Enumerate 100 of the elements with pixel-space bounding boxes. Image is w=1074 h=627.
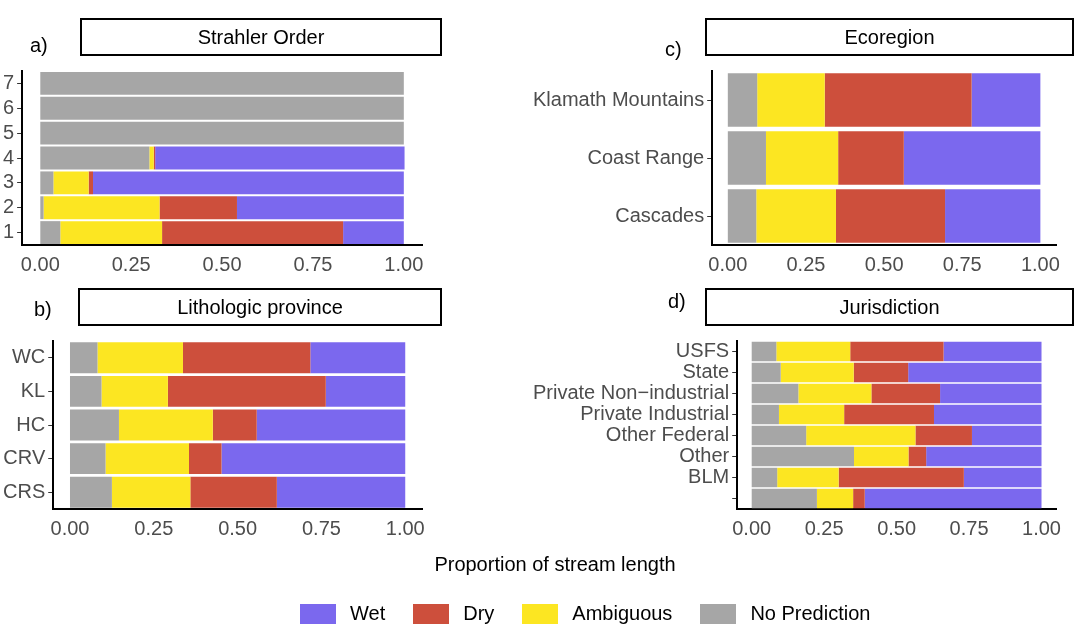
y-tick-label: 5	[3, 120, 15, 143]
bar	[727, 73, 758, 127]
bar	[190, 476, 277, 508]
bar	[221, 443, 406, 475]
text: b)	[34, 298, 52, 321]
bar	[757, 73, 825, 127]
bar	[276, 476, 406, 508]
bar	[118, 409, 213, 441]
y-tick-label: State	[682, 360, 730, 383]
x-tick-label: 0.00	[20, 252, 60, 275]
bar	[926, 446, 1042, 467]
bar	[325, 375, 406, 407]
y-tick-label: USFS	[675, 339, 730, 362]
bar	[751, 362, 781, 383]
x-tick-label: 0.00	[732, 516, 772, 539]
y-tick-label: 1	[3, 220, 15, 243]
bar	[838, 467, 964, 488]
bar	[93, 171, 404, 195]
bar	[945, 189, 1041, 243]
y-tick-label: KL	[20, 378, 46, 401]
bar	[816, 488, 854, 509]
bar	[189, 443, 222, 475]
bar	[850, 341, 944, 362]
bar	[751, 467, 778, 488]
bar	[940, 383, 1042, 404]
bar	[871, 383, 941, 404]
bar	[776, 341, 851, 362]
bar	[40, 71, 404, 95]
y-tick-label: WC	[11, 345, 46, 368]
bar	[69, 443, 106, 475]
x-tick-label: 0.50	[877, 516, 917, 539]
bar	[167, 375, 326, 407]
x-axis-title: Proportion of stream length	[433, 553, 677, 576]
bar	[53, 171, 89, 195]
bar	[908, 362, 1042, 383]
bar	[933, 404, 1042, 425]
x-tick-label: 0.75	[293, 252, 333, 275]
bar	[835, 189, 946, 243]
bar	[963, 467, 1042, 488]
x-tick-label: 0.50	[202, 252, 242, 275]
x-tick-label: 0.75	[949, 516, 989, 539]
bar	[182, 342, 311, 374]
chart-title: Strahler Order	[80, 18, 442, 56]
bar	[40, 121, 404, 145]
bar	[40, 146, 150, 170]
bar	[824, 73, 972, 127]
text: c)	[665, 38, 682, 61]
bar	[43, 196, 160, 220]
x-tick-label: 1.00	[1022, 516, 1061, 539]
bar	[751, 488, 817, 509]
bar	[798, 383, 872, 404]
legend-label: Dry	[463, 602, 495, 625]
y-tick-label: Other Federal	[605, 423, 730, 446]
y-tick-label: Private Non−industrial	[532, 381, 730, 404]
y-tick-label: 7	[3, 70, 15, 93]
x-tick-label: 1.00	[384, 252, 424, 275]
bar	[212, 409, 257, 441]
chart-title: Lithologic province	[78, 288, 442, 326]
bar	[159, 196, 237, 220]
y-tick-label: Coast Range	[587, 145, 705, 168]
bar	[88, 171, 94, 195]
bar	[943, 341, 1042, 362]
y-tick-label: Klamath Mountains	[533, 87, 705, 110]
x-tick-label: 0.25	[111, 252, 151, 275]
legend-label: No Prediction	[750, 602, 871, 625]
y-tick-label: BLM	[688, 465, 730, 488]
bar	[844, 404, 934, 425]
bar	[155, 146, 405, 170]
bar	[806, 425, 916, 446]
x-tick-label: 1.00	[385, 516, 425, 539]
bar	[853, 362, 909, 383]
bar	[751, 341, 777, 362]
x-tick-label: 0.00	[50, 516, 90, 539]
bar	[162, 221, 344, 245]
legend-label: Wet	[350, 602, 386, 625]
x-tick-label: 0.25	[786, 252, 826, 275]
y-tick-label: 3	[3, 170, 15, 193]
bar	[903, 131, 1041, 185]
y-tick-label: Other	[679, 444, 730, 467]
bar	[105, 443, 189, 475]
bar	[853, 488, 865, 509]
bar	[97, 342, 183, 374]
bar	[343, 221, 404, 245]
bar	[60, 221, 163, 245]
bar	[780, 362, 854, 383]
bar	[40, 221, 61, 245]
bar	[751, 425, 807, 446]
x-tick-label: 0.50	[864, 252, 904, 275]
bar	[971, 73, 1041, 127]
x-tick-label: 0.00	[708, 252, 748, 275]
bar	[908, 446, 927, 467]
x-tick-label: 0.25	[134, 516, 174, 539]
bar	[751, 383, 799, 404]
x-tick-label: 1.00	[1020, 252, 1060, 275]
bar	[40, 171, 54, 195]
y-tick-label: CRV	[3, 446, 46, 469]
y-tick-label: Private Industrial	[580, 402, 730, 425]
bar	[765, 131, 839, 185]
x-tick-label: 0.25	[804, 516, 844, 539]
x-tick-label: 0.75	[942, 252, 982, 275]
